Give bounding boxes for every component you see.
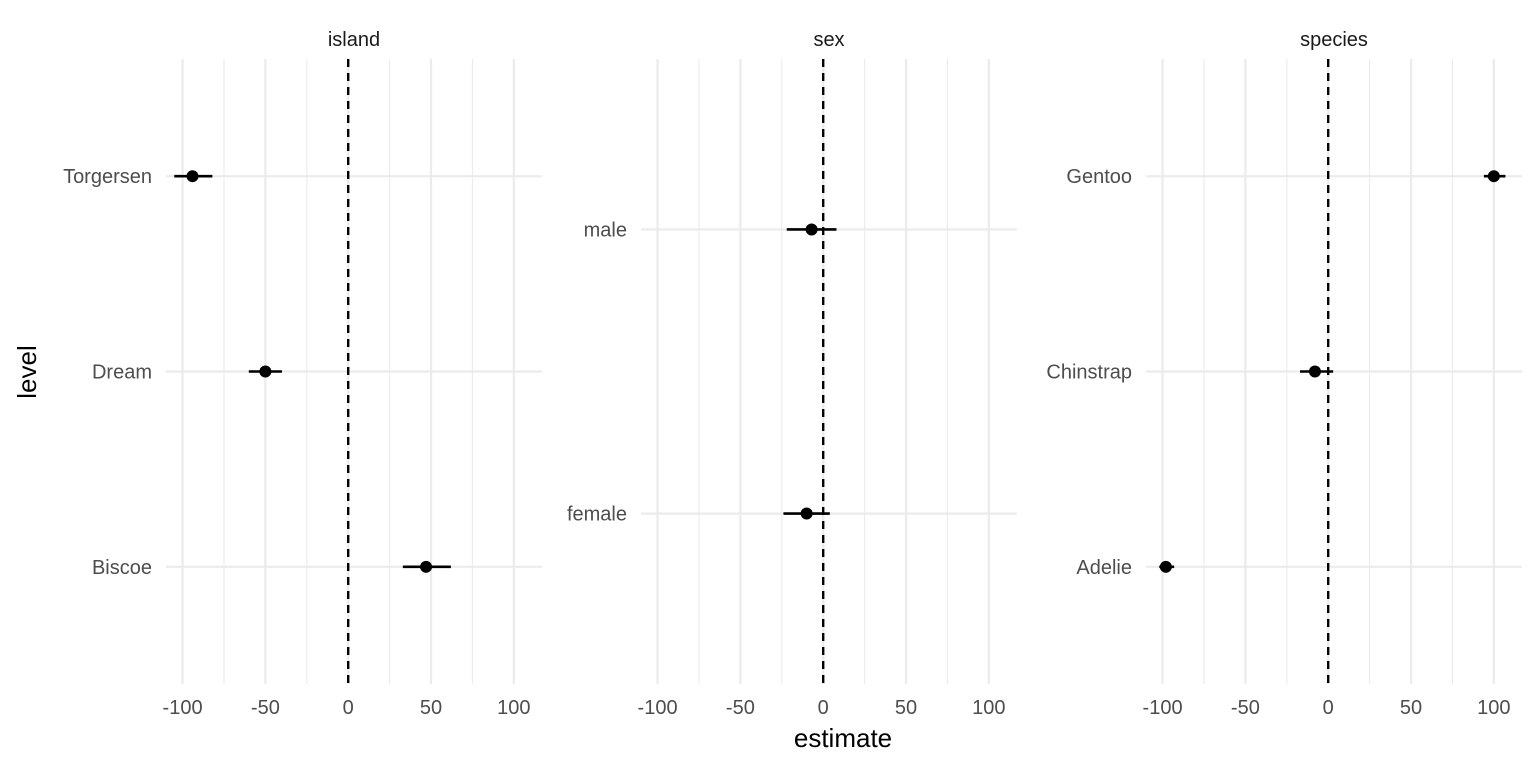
x-tick-label: -100 [1143,697,1183,719]
y-tick-label: Chinstrap [1046,362,1132,384]
x-tick-label: 100 [1477,697,1510,719]
facet-panel-0: island Torgersen Dream Biscoe -100 -50 0 50 100 [63,29,542,719]
x-tick-label: 0 [818,697,829,719]
y-tick-label: Torgersen [63,166,152,188]
x-tick-label: 0 [343,697,354,719]
x-tick-label: -100 [638,697,678,719]
x-tick-label: 100 [972,697,1005,719]
x-tick-label: 50 [420,697,442,719]
estimate-point [805,223,818,236]
x-tick-label: 100 [497,697,530,719]
x-tick-label: -100 [163,697,203,719]
facet-strip-label: species [1300,29,1368,51]
estimate-point [259,365,272,378]
x-tick-label: -50 [251,697,280,719]
estimate-point [186,170,199,183]
x-tick-label: -50 [726,697,755,719]
x-tick-label: 50 [895,697,917,719]
estimate-point [1159,560,1172,573]
estimate-point [1487,170,1500,183]
x-tick-label: 0 [1323,697,1334,719]
y-tick-label: female [567,504,627,526]
y-tick-label: Adelie [1076,557,1132,579]
x-tick-label: -50 [1231,697,1260,719]
x-axis-title: estimate [794,723,892,753]
estimate-point [1308,365,1321,378]
facet-strip-label: sex [813,29,844,51]
y-axis-title: level [12,345,42,398]
y-tick-label: Biscoe [92,557,152,579]
y-tick-label: Gentoo [1066,166,1132,188]
x-tick-label: 50 [1400,697,1422,719]
y-tick-label: male [584,219,627,241]
estimate-point [420,560,433,573]
y-tick-label: Dream [92,362,152,384]
facet-panel-1: sex male female -100 -50 0 50 100 [567,29,1017,719]
facet-strip-label: island [328,29,380,51]
facet-panel-2: species Gentoo Chinstrap Adelie -100 -50 0 50 10… [1046,29,1522,719]
estimate-point [800,507,813,520]
